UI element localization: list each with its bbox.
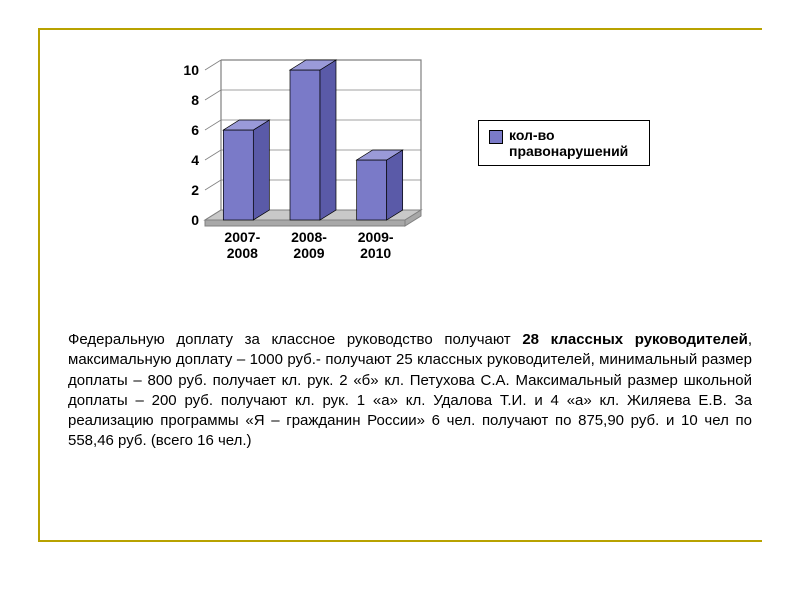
legend-label: кол-во правонарушений	[509, 127, 639, 159]
para-prefix: Федеральную доплату за классное руководс…	[68, 331, 522, 348]
svg-text:2008: 2008	[227, 245, 258, 261]
accent-line-top	[38, 28, 762, 30]
slide: 0 2 4 6 8 10 2007-2008 2008-2009 2009-2010 кол-в…	[0, 0, 800, 600]
svg-text:2010: 2010	[360, 245, 391, 261]
svg-text:0: 0	[191, 212, 199, 228]
accent-line-left	[38, 28, 40, 542]
svg-text:2009: 2009	[293, 245, 324, 261]
bar-chart: 0 2 4 6 8 10 2007-2008 2008-2009 2009-2010	[150, 50, 460, 280]
svg-text:10: 10	[183, 62, 199, 78]
svg-text:2009-: 2009-	[358, 229, 394, 245]
legend: кол-во правонарушений	[478, 120, 650, 166]
chart-area: 0 2 4 6 8 10 2007-2008 2008-2009 2009-2010 кол-в…	[150, 50, 650, 280]
svg-text:4: 4	[191, 152, 199, 168]
accent-line-bottom	[38, 540, 762, 542]
para-bold: 28 классных руководителей	[522, 331, 748, 348]
svg-text:2007-: 2007-	[224, 229, 260, 245]
svg-text:6: 6	[191, 122, 199, 138]
svg-text:2008-: 2008-	[291, 229, 327, 245]
svg-text:2: 2	[191, 182, 199, 198]
legend-swatch	[489, 130, 503, 144]
svg-text:8: 8	[191, 92, 199, 108]
para-suffix: , максимальную доплату – 1000 руб.- полу…	[68, 331, 752, 449]
body-paragraph: Федеральную доплату за классное руководс…	[68, 330, 752, 452]
